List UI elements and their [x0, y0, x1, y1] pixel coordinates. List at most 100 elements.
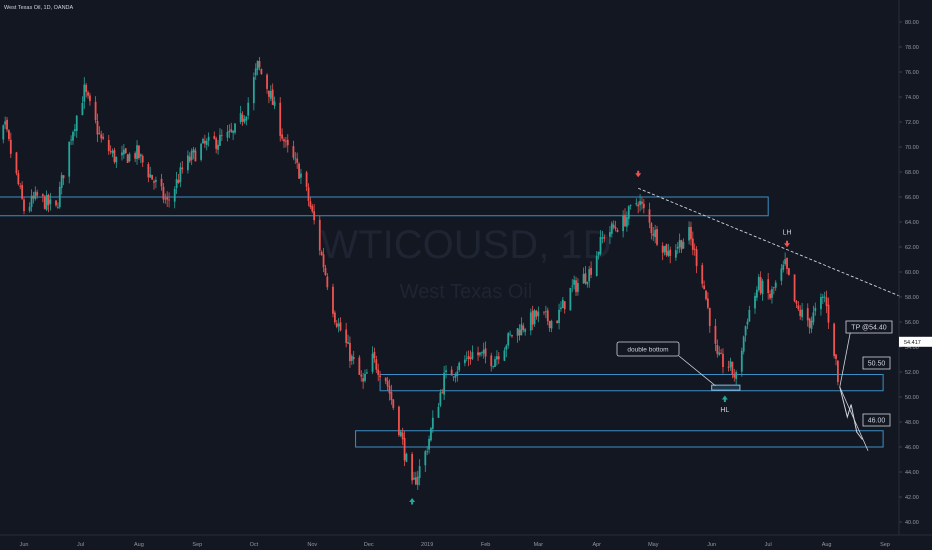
candle-down — [102, 136, 105, 139]
candle-down — [411, 454, 414, 481]
candle-down — [642, 203, 645, 209]
candle-down — [701, 265, 704, 284]
time-tick-label: Dec — [364, 542, 374, 548]
candle-up — [431, 417, 434, 429]
candle-down — [693, 248, 696, 250]
candle-down — [85, 84, 88, 93]
candle-up — [784, 259, 787, 265]
candle-down — [188, 156, 191, 162]
candle-down — [469, 357, 472, 360]
candle-down — [767, 279, 770, 294]
candle-down — [793, 274, 796, 302]
candle-up — [254, 68, 257, 76]
time-tick-label: Sep — [192, 542, 202, 548]
candle-up — [200, 143, 202, 160]
candle-up — [757, 276, 760, 290]
candle-up — [823, 296, 826, 298]
watermark-subtitle: West Texas Oil — [400, 281, 533, 303]
price-tick-label: 44.00 — [905, 470, 919, 476]
candle-down — [669, 249, 672, 256]
candle-up — [814, 307, 817, 312]
candle-down — [21, 185, 24, 199]
price-tick-label: 48.00 — [905, 420, 919, 426]
price-tick-label: 60.00 — [905, 270, 919, 276]
candle-up — [629, 205, 632, 206]
candle-down — [124, 148, 127, 154]
candle-up — [782, 264, 785, 270]
candle-up — [365, 372, 368, 374]
candle-up — [205, 140, 208, 145]
candle-down — [168, 199, 170, 201]
candle-up — [601, 237, 604, 239]
candle-down — [283, 139, 285, 142]
candle-down — [96, 120, 99, 135]
candle-down — [203, 140, 206, 144]
candle-down — [335, 323, 338, 327]
candle-up — [426, 451, 429, 453]
candle-down — [19, 185, 22, 187]
candle-up — [70, 139, 73, 141]
candle-down — [731, 361, 734, 375]
candle-down — [230, 129, 233, 132]
candle-down — [705, 290, 707, 300]
candle-down — [43, 196, 46, 209]
candle-down — [727, 366, 730, 368]
candle-down — [795, 301, 798, 304]
down-arrow-marker — [784, 240, 791, 248]
symbol-info: West Texas Oil, 1D, OANDA — [4, 5, 74, 11]
candle-down — [769, 293, 771, 299]
candle-down — [388, 385, 391, 394]
candle-up — [820, 297, 822, 310]
candle-up — [524, 329, 527, 332]
candle-down — [836, 360, 839, 383]
candle-down — [614, 227, 617, 229]
candle-up — [571, 285, 574, 287]
candle-up — [2, 125, 5, 140]
time-tick-label: May — [648, 542, 659, 548]
candle-up — [495, 356, 498, 360]
candle-down — [759, 277, 762, 294]
candle-down — [332, 286, 334, 314]
candle-down — [194, 150, 197, 162]
candle-up — [748, 309, 751, 322]
price-tick-label: 54.00 — [905, 345, 919, 351]
candle-down — [87, 92, 89, 96]
price-tick-label: 50.00 — [905, 395, 919, 401]
candle-up — [154, 179, 157, 182]
candle-down — [497, 356, 500, 360]
candle-down — [320, 251, 323, 255]
candle-down — [260, 68, 263, 75]
candle-up — [537, 311, 540, 317]
candle-down — [450, 369, 453, 376]
candle-down — [648, 209, 651, 223]
candle-up — [364, 373, 366, 381]
candle-down — [358, 357, 361, 375]
candle-up — [480, 351, 483, 353]
candle-up — [445, 370, 447, 373]
descending-trendline — [638, 187, 903, 298]
candle-up — [729, 361, 732, 368]
price-tick-label: 72.00 — [905, 120, 919, 126]
candle-up — [207, 136, 210, 141]
price-tick-label: 46.00 — [905, 445, 919, 451]
candle-down — [392, 399, 395, 408]
time-tick-label: Sep — [880, 542, 890, 548]
candle-up — [371, 353, 374, 372]
price-axis[interactable]: 40.00 42.00 44.00 46.00 48.00 50.00 52.00 54.00… — [899, 20, 919, 526]
candle-up — [529, 312, 532, 331]
candle-up — [761, 280, 764, 295]
candle-up — [663, 246, 666, 253]
candle-up — [247, 102, 250, 116]
time-axis[interactable]: Jun Jul Aug Sep Oct Nov Dec 2019 Feb Mar Apr May Jun… — [20, 542, 890, 548]
candle-down — [333, 312, 336, 323]
candle-up — [228, 130, 231, 133]
lh-label: LH — [783, 230, 792, 237]
candle-down — [286, 139, 289, 146]
candle-down — [47, 194, 50, 206]
candle-up — [544, 311, 547, 313]
candle-down — [107, 139, 110, 151]
candle-up — [192, 149, 195, 153]
watermark-title: WTICOUSD, 1D — [320, 223, 611, 267]
candle-up — [718, 352, 721, 355]
